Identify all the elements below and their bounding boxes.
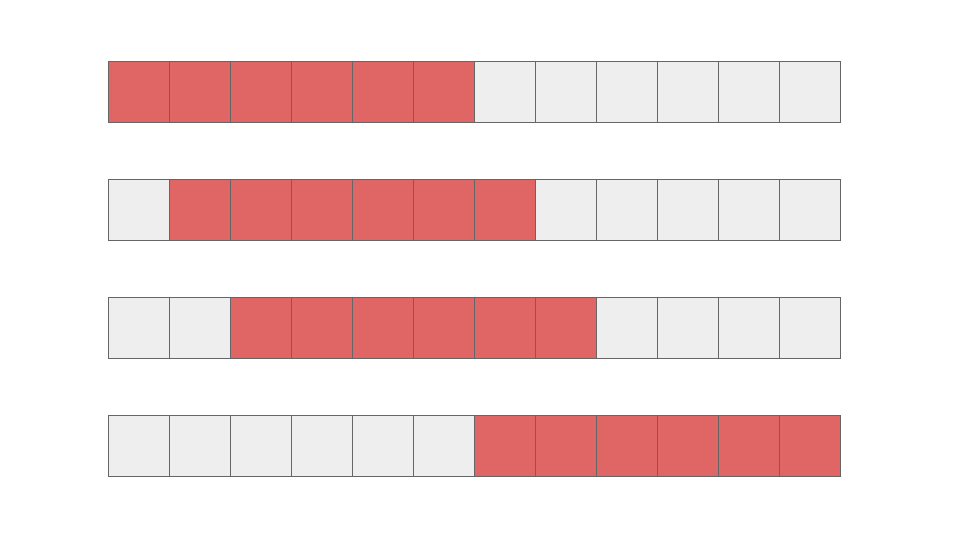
empty-cell bbox=[169, 415, 231, 477]
empty-cell bbox=[535, 179, 597, 241]
filled-cell bbox=[352, 61, 414, 123]
filled-cell bbox=[779, 415, 841, 477]
cell-row-4 bbox=[108, 415, 852, 477]
empty-cell bbox=[474, 61, 536, 123]
filled-cell bbox=[230, 61, 292, 123]
filled-cell bbox=[718, 415, 780, 477]
filled-cell bbox=[657, 415, 719, 477]
filled-cell bbox=[413, 61, 475, 123]
filled-cell bbox=[535, 297, 597, 359]
empty-cell bbox=[413, 415, 475, 477]
filled-cell bbox=[169, 61, 231, 123]
filled-cell bbox=[474, 179, 536, 241]
empty-cell bbox=[657, 179, 719, 241]
empty-cell bbox=[108, 297, 170, 359]
empty-cell bbox=[718, 297, 780, 359]
filled-cell bbox=[413, 179, 475, 241]
filled-cell bbox=[291, 61, 353, 123]
empty-cell bbox=[718, 179, 780, 241]
empty-cell bbox=[718, 61, 780, 123]
empty-cell bbox=[535, 61, 597, 123]
filled-cell bbox=[169, 179, 231, 241]
filled-cell bbox=[474, 415, 536, 477]
empty-cell bbox=[352, 415, 414, 477]
cell-row-2 bbox=[108, 179, 852, 241]
empty-cell bbox=[779, 297, 841, 359]
empty-cell bbox=[779, 61, 841, 123]
cell-row-3 bbox=[108, 297, 852, 359]
cell-row-1 bbox=[108, 61, 852, 123]
filled-cell bbox=[291, 179, 353, 241]
filled-cell bbox=[291, 297, 353, 359]
empty-cell bbox=[596, 61, 658, 123]
empty-cell bbox=[291, 415, 353, 477]
empty-cell bbox=[169, 297, 231, 359]
filled-cell bbox=[230, 297, 292, 359]
empty-cell bbox=[657, 297, 719, 359]
empty-cell bbox=[657, 61, 719, 123]
filled-cell bbox=[535, 415, 597, 477]
filled-cell bbox=[474, 297, 536, 359]
empty-cell bbox=[108, 415, 170, 477]
filled-cell bbox=[352, 297, 414, 359]
filled-cell bbox=[413, 297, 475, 359]
empty-cell bbox=[230, 415, 292, 477]
empty-cell bbox=[596, 297, 658, 359]
filled-cell bbox=[596, 415, 658, 477]
filled-cell bbox=[230, 179, 292, 241]
filled-cell bbox=[352, 179, 414, 241]
sliding-window-diagram bbox=[108, 61, 852, 477]
empty-cell bbox=[779, 179, 841, 241]
filled-cell bbox=[108, 61, 170, 123]
empty-cell bbox=[108, 179, 170, 241]
empty-cell bbox=[596, 179, 658, 241]
